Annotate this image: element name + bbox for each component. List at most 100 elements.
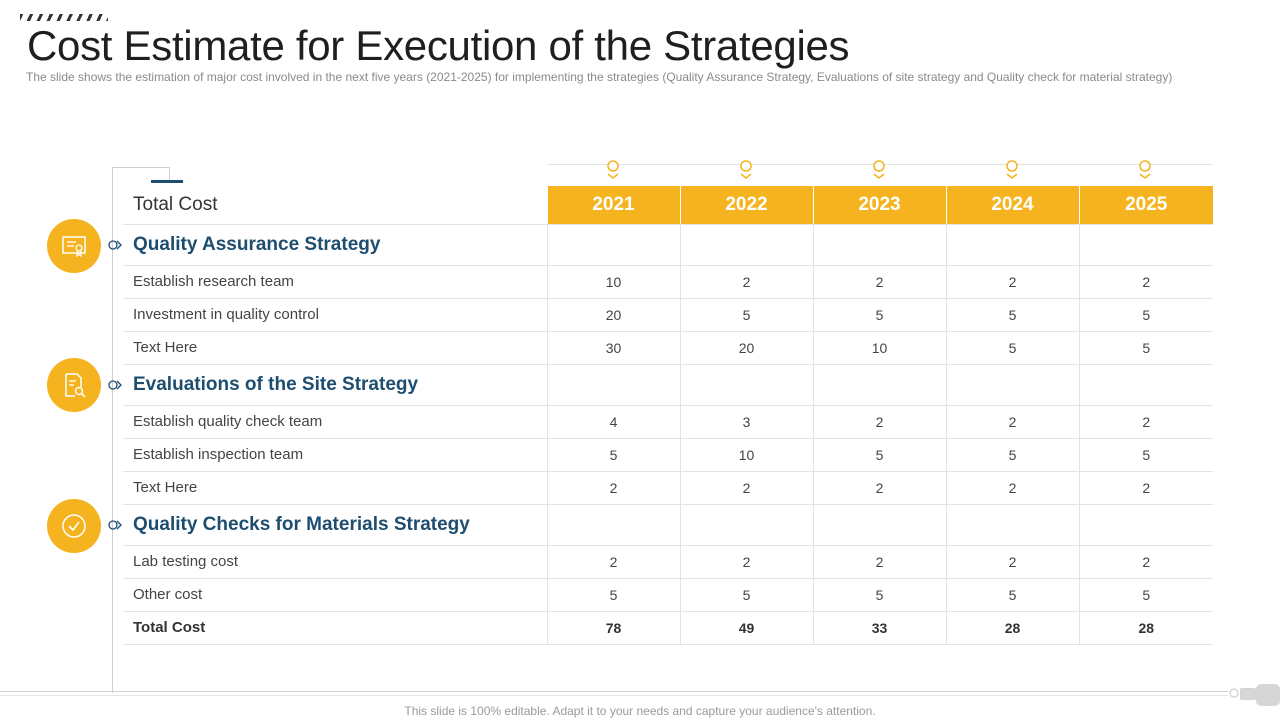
year-marker-icon bbox=[1139, 160, 1151, 179]
cost-value: 5 bbox=[812, 298, 946, 332]
cost-value: 2 bbox=[812, 405, 946, 439]
cost-value: 2 bbox=[679, 545, 813, 579]
frame-line bbox=[112, 167, 170, 168]
cost-value: 2 bbox=[812, 471, 946, 505]
cost-value: 2 bbox=[945, 405, 1079, 439]
plug-icon bbox=[1229, 684, 1280, 706]
table-row: Text Here 2 2 2 2 2 bbox=[123, 471, 1213, 505]
cost-value: 5 bbox=[945, 298, 1079, 332]
year-marker-icon bbox=[873, 160, 885, 179]
cost-value: 3 bbox=[679, 405, 813, 439]
empty-cell bbox=[1078, 504, 1213, 546]
empty-cell bbox=[679, 504, 813, 546]
section-title: Evaluations of the Site Strategy bbox=[123, 364, 547, 406]
cost-value: 2 bbox=[679, 471, 813, 505]
document-search-icon bbox=[47, 358, 101, 412]
decorative-hatch bbox=[20, 14, 108, 21]
empty-cell bbox=[812, 364, 946, 406]
cost-value: 10 bbox=[679, 438, 813, 472]
frame-line bbox=[112, 167, 113, 693]
cost-value: 5 bbox=[945, 331, 1079, 365]
year-header: 2021 bbox=[546, 186, 680, 225]
total-value: 28 bbox=[1078, 611, 1213, 645]
year-header: 2022 bbox=[679, 186, 813, 225]
cost-value: 30 bbox=[546, 331, 680, 365]
cost-value: 5 bbox=[546, 438, 680, 472]
row-label: Investment in quality control bbox=[123, 298, 547, 332]
connector-icon bbox=[108, 240, 122, 250]
cost-value: 5 bbox=[945, 578, 1079, 612]
table-row: Establish inspection team 5 10 5 5 5 bbox=[123, 438, 1213, 472]
cost-value: 5 bbox=[812, 578, 946, 612]
empty-cell bbox=[812, 224, 946, 266]
cost-value: 2 bbox=[945, 545, 1079, 579]
cost-value: 10 bbox=[812, 331, 946, 365]
row-label: Lab testing cost bbox=[123, 545, 547, 579]
total-label: Total Cost bbox=[123, 611, 547, 645]
year-marker-icon bbox=[607, 160, 619, 179]
year-marker-icon bbox=[740, 160, 752, 179]
cost-value: 20 bbox=[679, 331, 813, 365]
table-row: Text Here 30 20 10 5 5 bbox=[123, 331, 1213, 365]
frame-line bbox=[169, 167, 170, 181]
cost-value: 2 bbox=[546, 545, 680, 579]
table-header-row: Total Cost 2021 2022 2023 2024 2025 bbox=[123, 186, 1213, 225]
cost-value: 5 bbox=[679, 298, 813, 332]
cost-value: 5 bbox=[546, 578, 680, 612]
cost-value: 4 bbox=[546, 405, 680, 439]
cost-value: 5 bbox=[1078, 298, 1213, 332]
cost-value: 2 bbox=[945, 471, 1079, 505]
total-value: 33 bbox=[812, 611, 946, 645]
cost-value: 2 bbox=[945, 265, 1079, 299]
table-row: Other cost 5 5 5 5 5 bbox=[123, 578, 1213, 612]
row-label: Establish inspection team bbox=[123, 438, 547, 472]
section-row: Evaluations of the Site Strategy bbox=[123, 364, 1213, 406]
cost-value: 2 bbox=[1078, 265, 1213, 299]
empty-cell bbox=[812, 504, 946, 546]
empty-cell bbox=[679, 224, 813, 266]
empty-cell bbox=[945, 364, 1079, 406]
table-row: Establish research team 10 2 2 2 2 bbox=[123, 265, 1213, 299]
cost-value: 2 bbox=[1078, 471, 1213, 505]
section-row: Quality Assurance Strategy bbox=[123, 224, 1213, 266]
empty-cell bbox=[945, 224, 1079, 266]
total-value: 78 bbox=[546, 611, 680, 645]
footer-note: This slide is 100% editable. Adapt it to… bbox=[404, 704, 876, 718]
year-header: 2024 bbox=[945, 186, 1079, 225]
row-label: Text Here bbox=[123, 471, 547, 505]
cost-value: 5 bbox=[1078, 331, 1213, 365]
empty-cell bbox=[546, 364, 680, 406]
table-row: Lab testing cost 2 2 2 2 2 bbox=[123, 545, 1213, 579]
cost-table: Total Cost 2021 2022 2023 2024 2025 Qual… bbox=[123, 186, 1213, 645]
section-title: Quality Checks for Materials Strategy bbox=[123, 504, 547, 546]
cost-value: 2 bbox=[1078, 405, 1213, 439]
year-header: 2025 bbox=[1078, 186, 1213, 225]
certificate-icon bbox=[47, 219, 101, 273]
empty-cell bbox=[945, 504, 1079, 546]
bottom-rule bbox=[0, 691, 1228, 692]
cost-value: 2 bbox=[1078, 545, 1213, 579]
cost-value: 2 bbox=[679, 265, 813, 299]
section-row: Quality Checks for Materials Strategy bbox=[123, 504, 1213, 546]
table-row: Establish quality check team 4 3 2 2 2 bbox=[123, 405, 1213, 439]
cost-value: 10 bbox=[546, 265, 680, 299]
year-marker-icon bbox=[1006, 160, 1018, 179]
table-row: Investment in quality control 20 5 5 5 5 bbox=[123, 298, 1213, 332]
row-label: Establish quality check team bbox=[123, 405, 547, 439]
section-title: Quality Assurance Strategy bbox=[123, 224, 547, 266]
connector-icon bbox=[108, 380, 122, 390]
cost-value: 2 bbox=[812, 545, 946, 579]
empty-cell bbox=[546, 224, 680, 266]
cost-value: 5 bbox=[1078, 578, 1213, 612]
total-row: Total Cost 78 49 33 28 28 bbox=[123, 611, 1213, 645]
cost-value: 5 bbox=[679, 578, 813, 612]
total-value: 49 bbox=[679, 611, 813, 645]
bottom-rule bbox=[0, 695, 1228, 696]
cost-value: 5 bbox=[812, 438, 946, 472]
empty-cell bbox=[546, 504, 680, 546]
row-label: Establish research team bbox=[123, 265, 547, 299]
row-label: Text Here bbox=[123, 331, 547, 365]
cost-value: 5 bbox=[945, 438, 1079, 472]
total-value: 28 bbox=[945, 611, 1079, 645]
empty-cell bbox=[1078, 364, 1213, 406]
